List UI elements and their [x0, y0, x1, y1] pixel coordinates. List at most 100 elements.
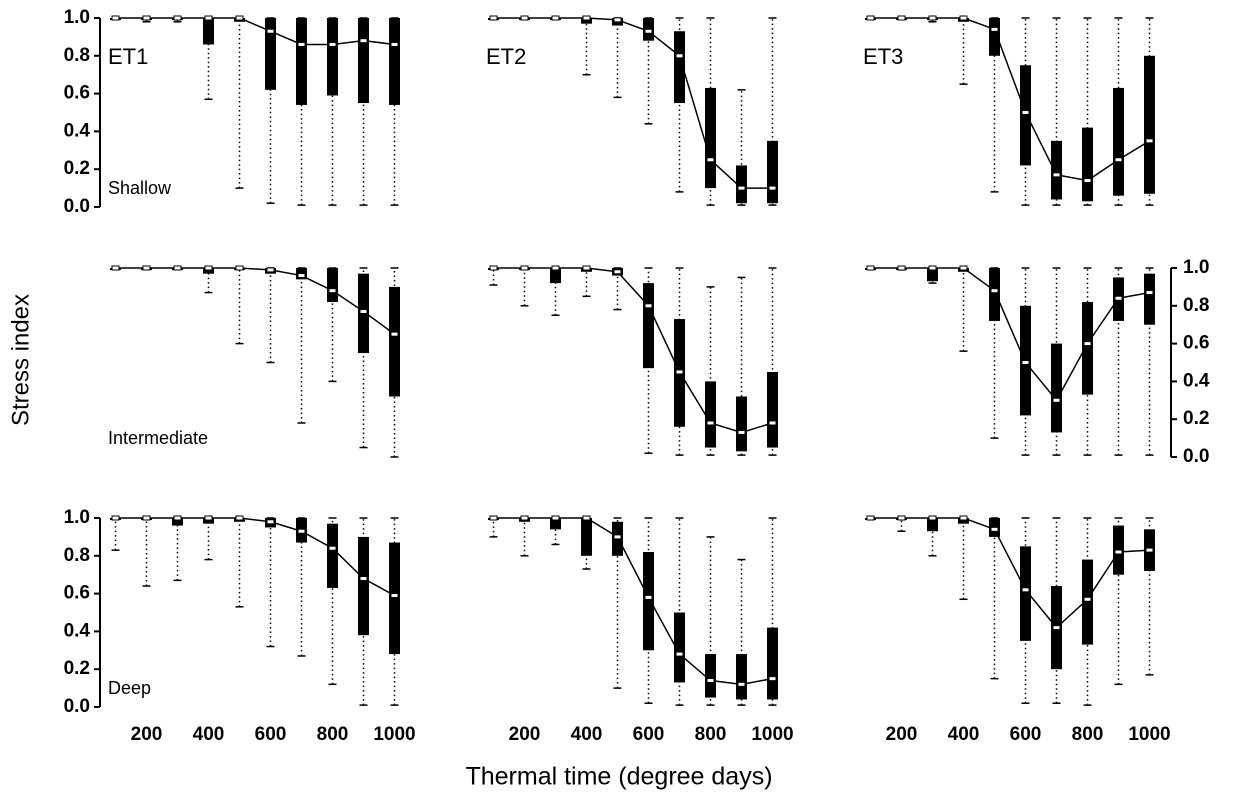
median	[520, 515, 529, 521]
median	[1114, 157, 1123, 163]
median	[897, 515, 906, 521]
median	[1052, 625, 1061, 631]
box	[1082, 559, 1093, 645]
box	[581, 18, 592, 24]
median	[959, 265, 968, 271]
median	[1021, 360, 1030, 365]
median	[990, 26, 999, 32]
x-tick-label: 600	[255, 724, 287, 745]
median	[644, 594, 653, 600]
median	[1021, 587, 1030, 593]
median-line	[870, 267, 1150, 402]
median-line	[115, 517, 395, 597]
x-tick-label: 400	[571, 724, 603, 745]
median	[551, 15, 560, 21]
y-tick-label: 1.0	[64, 7, 90, 28]
y-tick-label: 0.0	[64, 196, 90, 217]
median	[142, 265, 151, 271]
box	[265, 18, 276, 90]
x-tick-label: 800	[317, 724, 349, 745]
median-line	[493, 517, 773, 686]
box	[736, 165, 747, 204]
box	[643, 283, 654, 369]
median	[266, 519, 275, 525]
median	[142, 515, 151, 521]
median	[390, 41, 399, 47]
median	[706, 420, 715, 426]
box	[674, 31, 685, 104]
box	[327, 523, 338, 588]
y-tick-label: 0.8	[1183, 295, 1209, 316]
median	[1052, 397, 1061, 403]
median	[1114, 549, 1123, 555]
box	[1020, 546, 1031, 641]
box	[1082, 302, 1093, 395]
median	[897, 15, 906, 21]
median	[111, 515, 120, 521]
median	[613, 269, 622, 275]
median	[359, 38, 368, 44]
x-tick-label: 1000	[373, 724, 415, 745]
y-tick-label: 0.6	[64, 83, 90, 104]
box	[705, 381, 716, 448]
panel-title: ET2	[486, 44, 526, 69]
box	[389, 542, 400, 655]
median	[1145, 290, 1154, 296]
box	[643, 552, 654, 651]
y-tick-label: 0.4	[64, 120, 91, 141]
box	[1051, 140, 1062, 200]
box	[767, 140, 778, 204]
x-tick-label: 200	[131, 724, 163, 745]
box	[1051, 343, 1062, 433]
box	[736, 396, 747, 452]
median	[390, 331, 399, 337]
median	[1052, 172, 1061, 178]
median	[489, 515, 498, 521]
box	[550, 518, 561, 530]
box	[1144, 55, 1155, 194]
y-tick-label: 0.0	[64, 696, 90, 717]
x-axis-label: Thermal time (degree days)	[465, 763, 772, 791]
box	[767, 627, 778, 700]
box	[203, 268, 214, 274]
median	[675, 53, 684, 59]
box	[736, 654, 747, 700]
median	[266, 28, 275, 34]
median	[204, 15, 213, 21]
y-tick-label: 0.2	[64, 658, 90, 679]
box	[550, 268, 561, 284]
x-tick-label: 1000	[1128, 724, 1170, 745]
median	[928, 515, 937, 521]
y-tick-label: 0.6	[1183, 333, 1209, 354]
median	[359, 575, 368, 581]
median	[173, 265, 182, 271]
median	[582, 515, 591, 521]
y-tick-label: 0.8	[64, 545, 90, 566]
median	[204, 515, 213, 521]
median	[235, 515, 244, 521]
median	[675, 651, 684, 657]
box	[705, 87, 716, 189]
x-tick-label: 800	[695, 724, 727, 745]
median-line	[115, 267, 395, 335]
box	[767, 371, 778, 448]
median	[235, 15, 244, 21]
x-tick-label: 800	[1072, 724, 1104, 745]
median	[990, 526, 999, 532]
median-line	[870, 17, 1150, 182]
median	[173, 515, 182, 521]
box	[927, 518, 938, 532]
box	[358, 18, 369, 104]
median	[1083, 341, 1092, 347]
panel-annotation: Intermediate	[108, 428, 208, 448]
median	[644, 28, 653, 34]
median	[737, 185, 746, 191]
median	[768, 185, 777, 191]
median	[675, 369, 684, 375]
median-line	[493, 17, 773, 189]
median	[1083, 596, 1092, 602]
box	[389, 286, 400, 397]
box	[1082, 127, 1093, 202]
median	[897, 265, 906, 271]
